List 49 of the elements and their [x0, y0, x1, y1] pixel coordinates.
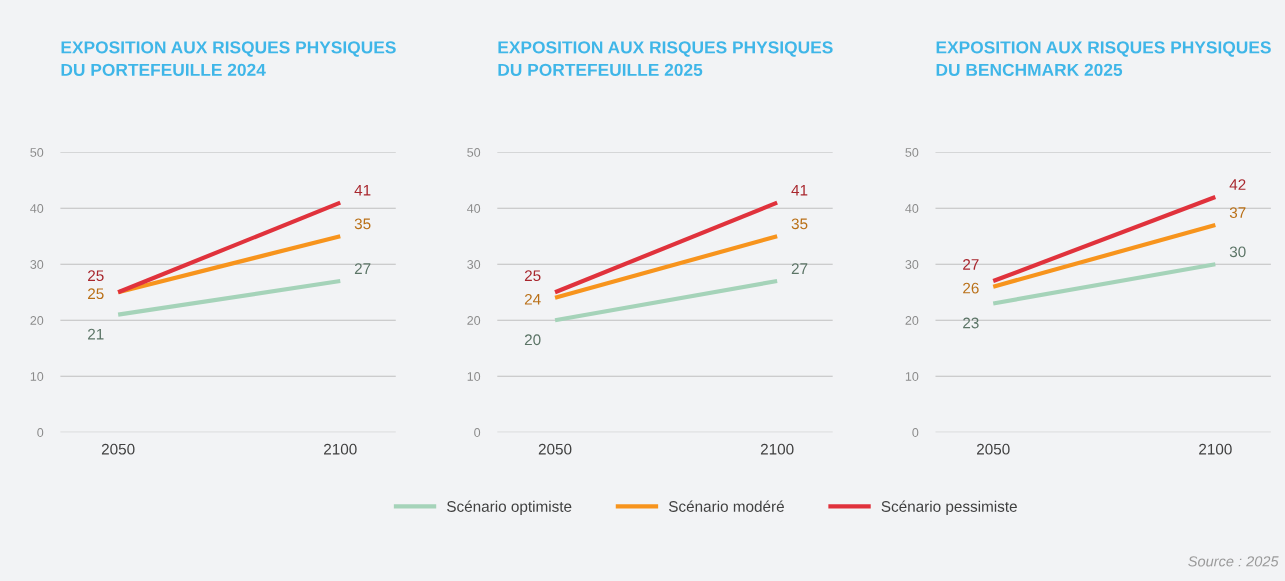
x-tick-label: 2100	[324, 443, 357, 455]
data-label: 37	[1229, 207, 1246, 219]
y-tick-label: 50	[467, 148, 481, 157]
data-label: 25	[524, 270, 541, 282]
chart-title: EXPOSITION AUX RISQUES PHYSIQUES DU PORTEFEUILLE 2024	[61, 41, 396, 76]
data-label: 35	[354, 218, 371, 230]
x-tick-label: 2050	[538, 443, 572, 455]
y-tick-label: 30	[30, 260, 44, 269]
data-label: 20	[524, 334, 541, 346]
y-tick-label: 10	[30, 372, 44, 381]
data-label: 27	[354, 263, 371, 274]
x-tick-label: 2100	[1199, 443, 1232, 455]
legend-label: Scénario pessimiste	[881, 500, 1017, 515]
y-tick-label: 40	[30, 204, 44, 213]
y-tick-label: 0	[912, 428, 919, 437]
y-tick-label: 20	[905, 316, 919, 325]
data-label: 27	[791, 263, 808, 274]
y-tick-label: 0	[474, 428, 481, 437]
data-label: 26	[963, 282, 979, 294]
source-note: Source : 2025	[1188, 556, 1279, 567]
data-label: 21	[88, 328, 104, 340]
data-label: 42	[1229, 179, 1246, 190]
data-label: 23	[963, 317, 979, 329]
data-label: 24	[524, 293, 541, 305]
y-tick-label: 0	[37, 428, 44, 437]
data-label: 41	[354, 184, 371, 196]
data-label: 25	[88, 288, 104, 300]
y-tick-label: 20	[30, 316, 44, 325]
chart-title: EXPOSITION AUX RISQUES PHYSIQUES DU PORTEFEUILLE 2025	[498, 41, 833, 76]
data-label: 25	[88, 270, 104, 282]
legend-label: Scénario optimiste	[447, 500, 572, 515]
y-tick-label: 50	[30, 148, 44, 157]
data-label: 35	[791, 218, 808, 230]
y-tick-label: 10	[905, 372, 919, 381]
y-tick-label: 20	[467, 316, 481, 325]
x-tick-label: 2050	[101, 443, 135, 455]
y-tick-label: 30	[905, 260, 919, 269]
data-label: 30	[1229, 246, 1246, 258]
chart-title: EXPOSITION AUX RISQUES PHYSIQUES DU BENCHMARK 2025	[936, 41, 1271, 76]
legend-label: Scénario modéré	[668, 500, 784, 512]
y-tick-label: 50	[905, 148, 919, 157]
y-tick-label: 40	[905, 204, 919, 213]
data-label: 41	[791, 184, 808, 196]
y-tick-label: 40	[467, 204, 481, 213]
x-tick-label: 2100	[760, 443, 794, 455]
x-tick-label: 2050	[977, 443, 1010, 455]
y-tick-label: 10	[467, 372, 481, 381]
y-tick-label: 30	[467, 260, 481, 269]
data-label: 27	[963, 259, 979, 270]
